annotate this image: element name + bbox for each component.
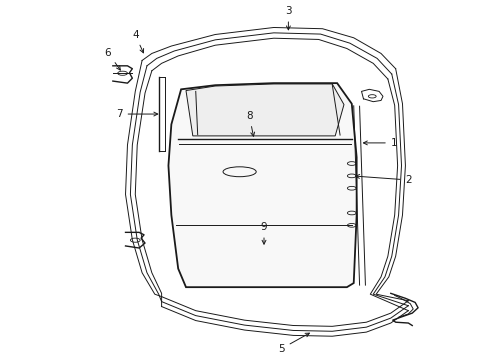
Text: 4: 4 bbox=[132, 30, 143, 53]
Text: 5: 5 bbox=[278, 333, 309, 354]
Polygon shape bbox=[168, 83, 356, 287]
Text: 1: 1 bbox=[363, 138, 397, 148]
Text: 7: 7 bbox=[116, 109, 158, 119]
Text: 9: 9 bbox=[260, 222, 267, 244]
Text: 8: 8 bbox=[245, 111, 254, 136]
Polygon shape bbox=[185, 84, 343, 136]
Text: 6: 6 bbox=[104, 48, 120, 70]
Text: 2: 2 bbox=[355, 175, 411, 185]
Text: 3: 3 bbox=[285, 6, 291, 30]
